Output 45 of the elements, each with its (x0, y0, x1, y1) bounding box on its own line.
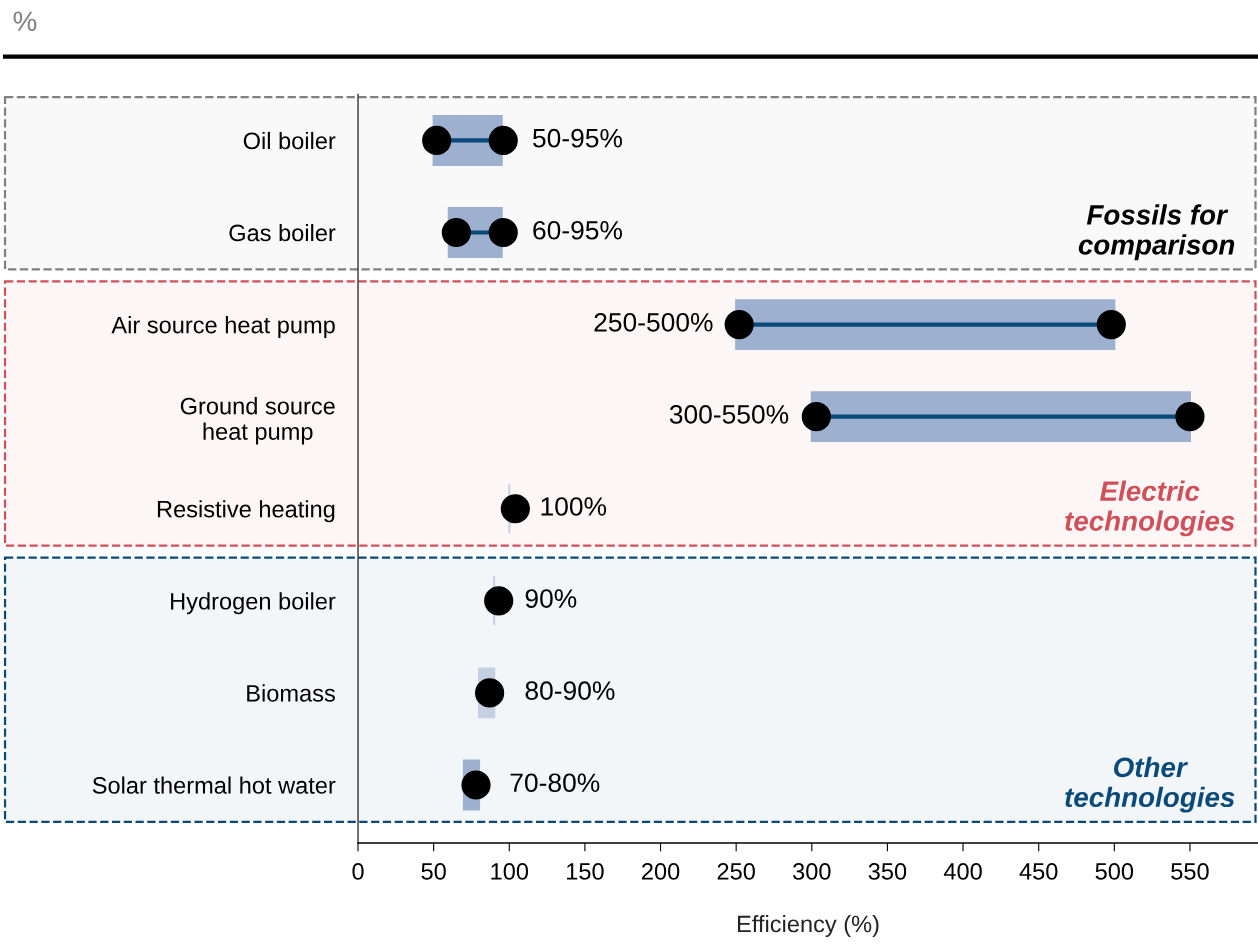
x-tick-label: 150 (567, 863, 604, 880)
point (475, 678, 505, 708)
point (488, 217, 518, 248)
y-tick-label: Solar thermal hot water (92, 776, 336, 794)
point (724, 310, 754, 340)
band-label: Fossils for comparison (1078, 204, 1235, 261)
band-label: Other technologies (1065, 756, 1235, 813)
y-tick-label: Resistive heating (157, 500, 335, 523)
point (1175, 402, 1205, 432)
x-tick-label: 400 (943, 863, 982, 880)
x-tick-label: 550 (1171, 863, 1209, 880)
x-tick-label: 500 (1095, 863, 1134, 880)
y-tick-label: Gas boiler (229, 223, 336, 242)
x-tick-label: 100 (491, 863, 529, 880)
point (801, 402, 831, 432)
x-tick-label: 350 (868, 863, 907, 880)
y-tick-label: Hydrogen boiler (171, 592, 336, 615)
point (441, 217, 471, 248)
x-tick-label: 0 (352, 863, 364, 880)
point (484, 586, 514, 616)
text: % (13, 11, 37, 31)
annotation: 60-95% (533, 220, 622, 240)
y-tick-label: Biomass (247, 684, 335, 702)
point (500, 494, 530, 524)
band-label: Electric technologies (1065, 480, 1235, 537)
annotation: 70-80% (510, 773, 600, 793)
point (1096, 310, 1126, 340)
y-tick-label: Oil boiler (243, 131, 336, 150)
annotation: 100% (541, 497, 607, 516)
x-tick-label: 50 (421, 863, 446, 880)
point (488, 125, 518, 156)
x-tick-label: 450 (1019, 863, 1058, 880)
annotation: 90% (525, 589, 577, 608)
annotation: 300-550% (669, 405, 789, 424)
y-tick-label: Air source heat pump (111, 316, 335, 339)
point (461, 770, 491, 800)
y-tick-label: Ground source heat pump (180, 397, 335, 445)
annotation: 80-90% (525, 681, 615, 700)
point (422, 125, 452, 156)
annotation: 50-95% (533, 128, 622, 148)
x-tick-label: 200 (642, 863, 680, 880)
annotation: 250-500% (594, 312, 713, 332)
x-tick-label: 300 (793, 863, 831, 880)
x-axis-title: Efficiency (%) (738, 915, 879, 938)
x-tick-label: 250 (717, 863, 755, 880)
